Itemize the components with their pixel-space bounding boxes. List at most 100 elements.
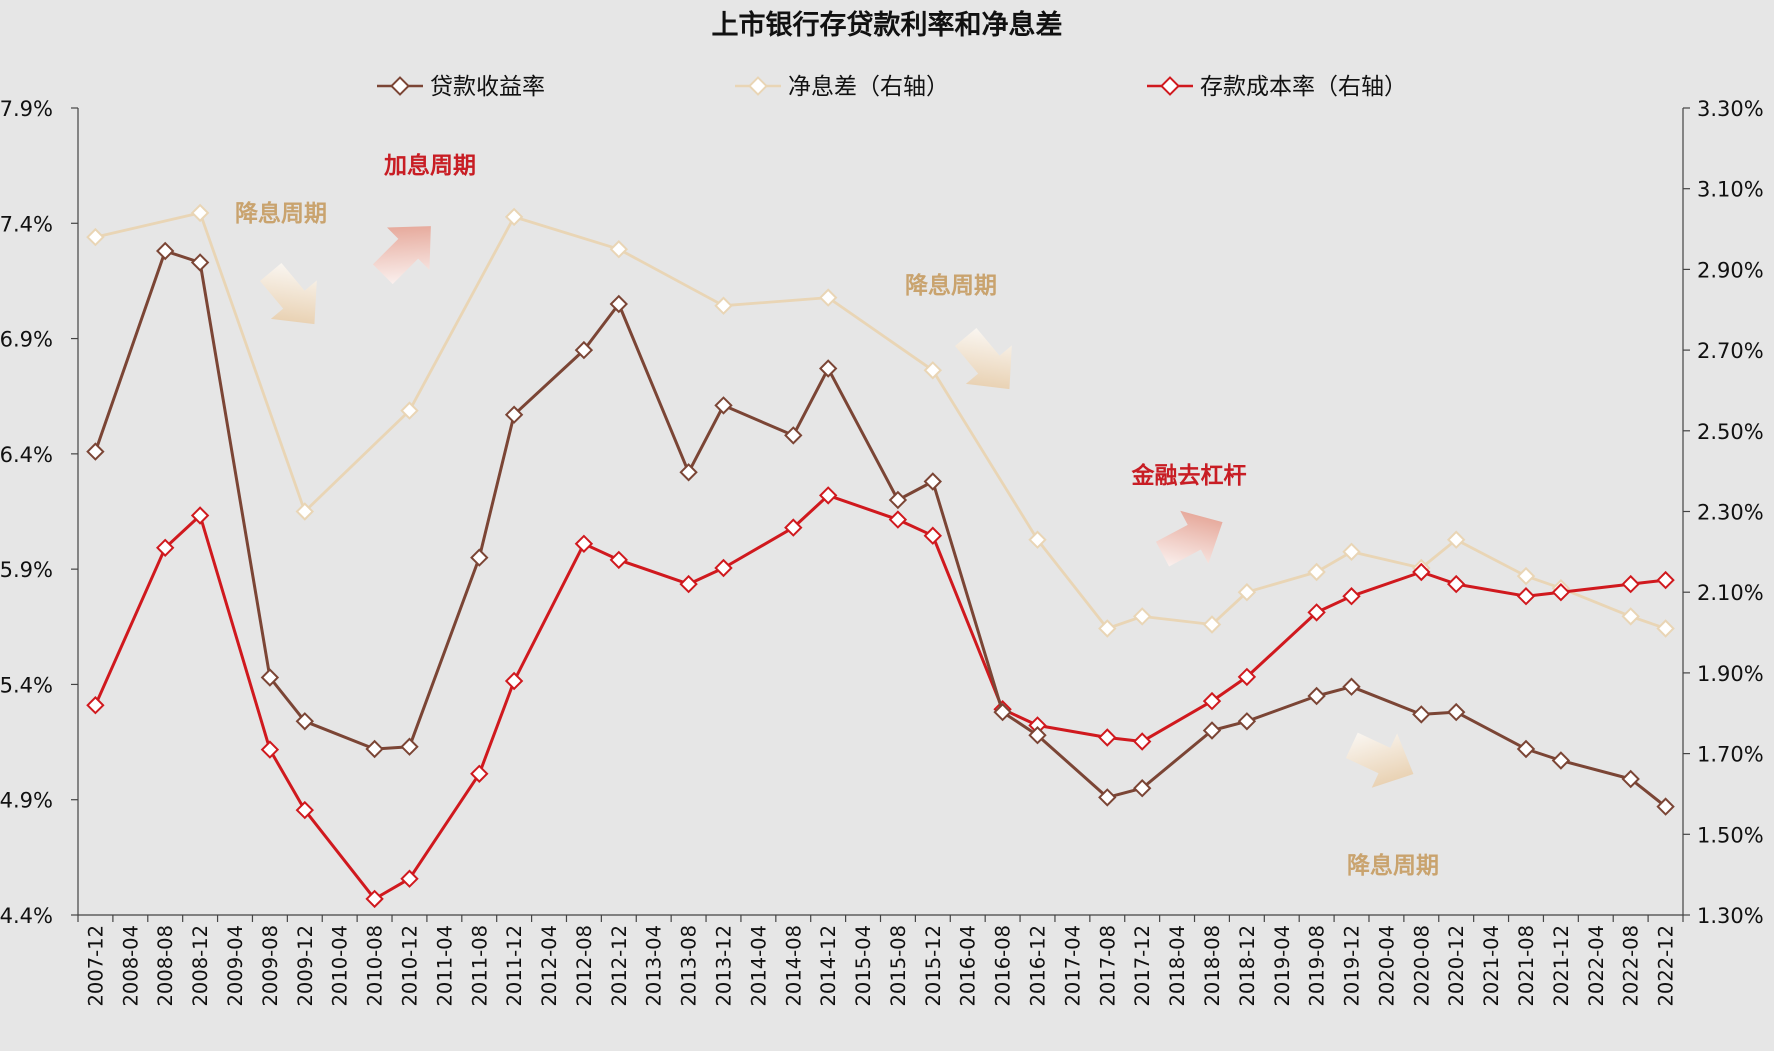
- data-point-1-5: [609, 240, 628, 259]
- data-point-0-3: [260, 668, 280, 687]
- data-point-0-23: [1307, 686, 1326, 706]
- data-point-0-12: [714, 396, 733, 415]
- data-point-2-10: [609, 550, 628, 570]
- data-point-2-3: [260, 740, 280, 759]
- data-point-0-19: [1098, 788, 1117, 807]
- legend-item-loan-yield: 贷款收益率: [377, 74, 545, 100]
- data-point-1-7: [819, 288, 838, 307]
- data-point-0-22: [1237, 712, 1257, 731]
- annotation-rate-cut-cycle: 降息周期: [905, 272, 997, 299]
- right-tick-label: 1.70%: [1697, 743, 1764, 767]
- right-tick-label: 2.50%: [1697, 420, 1764, 444]
- legend-label-nim: 净息差（右轴）: [788, 74, 949, 100]
- data-point-0-27: [1516, 739, 1536, 759]
- data-point-0-13: [784, 426, 803, 445]
- x-tick-label: 2013-08: [678, 925, 701, 1006]
- legend: 贷款收益率 净息差（右轴） 存款成本率（右轴）: [377, 74, 1407, 100]
- data-point-1-14: [1307, 562, 1326, 582]
- x-tick-label: 2007-12: [84, 925, 107, 1006]
- data-point-0-5: [365, 739, 384, 759]
- data-point-2-6: [400, 869, 419, 888]
- data-point-0-16: [923, 472, 942, 491]
- data-point-0-18: [1028, 726, 1047, 745]
- x-tick-label: 2009-12: [294, 925, 317, 1006]
- data-point-1-0: [86, 227, 105, 247]
- x-tick-label: 2012-12: [608, 925, 631, 1006]
- data-point-2-2: [190, 506, 210, 525]
- legend-marker-nim: [748, 76, 768, 96]
- x-tick-label: 2015-12: [922, 925, 945, 1006]
- x-tick-label: 2018-04: [1166, 925, 1189, 1006]
- x-tick-label: 2014-12: [817, 925, 840, 1006]
- data-point-0-11: [679, 463, 698, 482]
- data-point-1-15: [1342, 542, 1361, 561]
- x-tick-label: 2011-08: [468, 925, 491, 1006]
- series-line-1: [95, 211, 1667, 630]
- x-tick-label: 2020-04: [1375, 925, 1398, 1006]
- data-point-2-14: [819, 486, 838, 505]
- right-tick-label: 2.70%: [1697, 339, 1764, 363]
- data-point-0-15: [888, 490, 908, 510]
- axes: 7.9% 7.4% 6.9% 6.4% 5.9% 5.4% 4.9% 4.4% 3.30% 3.1…: [0, 97, 1764, 1006]
- data-point-2-19: [1098, 728, 1117, 747]
- data-point-2-5: [365, 889, 384, 909]
- data-point-1-10: [1098, 619, 1117, 638]
- left-tick-label: 4.4%: [0, 904, 53, 928]
- left-tick-label: 5.9%: [0, 558, 53, 582]
- data-point-2-7: [470, 764, 489, 783]
- data-point-1-3: [400, 401, 419, 420]
- left-tick-label: 5.4%: [0, 673, 53, 697]
- x-tick-label: 2021-12: [1550, 925, 1573, 1006]
- data-point-2-25: [1412, 562, 1431, 582]
- right-tick-label: 2.10%: [1697, 581, 1764, 605]
- data-point-1-12: [1202, 615, 1222, 634]
- chart-title: 上市银行存贷款利率和净息差: [712, 9, 1063, 41]
- arrow-up-icon: [1155, 510, 1223, 567]
- data-point-0-26: [1447, 702, 1466, 722]
- x-tick-label: 2016-04: [957, 925, 980, 1006]
- data-point-1-6: [714, 296, 733, 315]
- right-tick-label: 1.90%: [1697, 662, 1764, 686]
- data-point-2-27: [1516, 587, 1536, 606]
- data-point-2-22: [1237, 667, 1257, 687]
- data-point-0-30: [1656, 797, 1675, 816]
- data-point-0-25: [1412, 705, 1431, 724]
- data-point-2-20: [1133, 732, 1152, 751]
- data-point-1-1: [190, 203, 210, 223]
- x-tick-label: 2017-08: [1096, 925, 1119, 1006]
- data-point-2-18: [1028, 716, 1047, 735]
- data-point-2-24: [1342, 587, 1361, 606]
- data-point-0-10: [609, 294, 628, 314]
- x-tick-label: 2016-12: [1027, 925, 1050, 1006]
- data-point-2-1: [156, 538, 175, 557]
- x-tick-label: 2019-08: [1306, 925, 1329, 1006]
- data-point-2-0: [86, 696, 105, 715]
- data-point-0-6: [400, 737, 419, 756]
- data-point-0-28: [1551, 751, 1571, 770]
- x-tick-label: 2016-08: [992, 925, 1015, 1006]
- left-tick-label: 7.9%: [0, 97, 53, 121]
- x-tick-label: 2019-04: [1271, 925, 1294, 1006]
- data-point-1-18: [1516, 566, 1536, 586]
- x-tick-label: 2017-12: [1131, 925, 1154, 1006]
- right-tick-label: 1.50%: [1697, 823, 1764, 847]
- left-tick-label: 7.4%: [0, 212, 53, 236]
- data-point-0-29: [1621, 769, 1640, 789]
- cycle-arrows: [259, 226, 1414, 788]
- data-point-2-4: [295, 800, 314, 820]
- x-tick-label: 2013-12: [712, 925, 735, 1006]
- x-tick-label: 2008-12: [189, 925, 212, 1006]
- data-point-2-29: [1621, 574, 1640, 594]
- annotation-financial-deleveraging: 金融去杠杆: [1131, 462, 1247, 489]
- data-point-2-28: [1551, 583, 1571, 602]
- data-point-2-13: [784, 518, 803, 537]
- annotation-rate-cut-cycle: 降息周期: [1347, 852, 1439, 879]
- legend-marker-loan-yield: [390, 76, 410, 96]
- x-tick-label: 2011-12: [503, 925, 526, 1006]
- data-point-1-9: [1028, 530, 1047, 549]
- x-tick-label: 2021-08: [1515, 925, 1538, 1006]
- data-point-0-20: [1133, 779, 1152, 798]
- annotation-rate-cut-cycle: 降息周期: [235, 200, 327, 227]
- x-tick-label: 2019-12: [1341, 925, 1364, 1006]
